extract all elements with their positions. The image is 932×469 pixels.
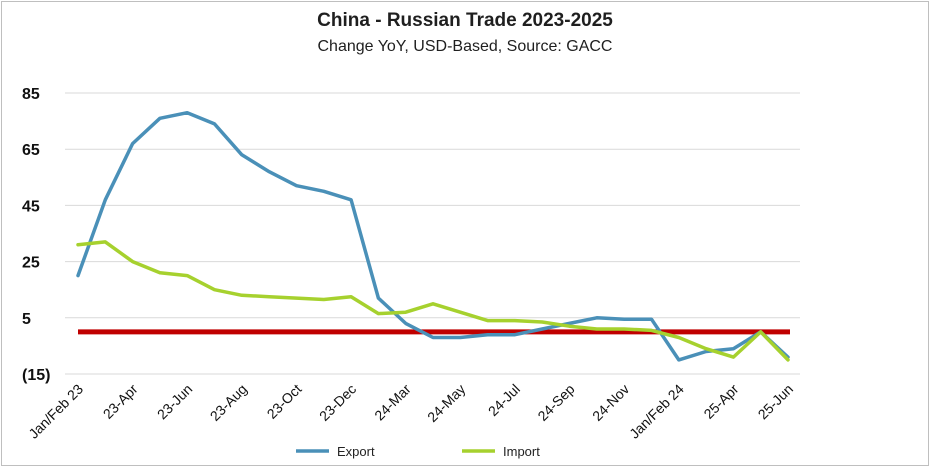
legend-label-export: Export bbox=[337, 444, 375, 459]
y-tick-label: 65 bbox=[22, 142, 40, 159]
x-tick-label: 24-Jul bbox=[485, 381, 523, 419]
x-tick-label: Jan/Feb 23 bbox=[25, 381, 86, 442]
x-tick-label: 23-Aug bbox=[207, 381, 250, 424]
x-tick-label: 24-May bbox=[424, 381, 468, 425]
x-tick-label: 25-Jun bbox=[755, 381, 797, 423]
x-tick-label: 23-Oct bbox=[264, 381, 305, 422]
series-line-export bbox=[76, 110, 790, 362]
chart-title: China - Russian Trade 2023-2025 bbox=[317, 10, 613, 31]
series-line-import bbox=[76, 240, 790, 362]
x-tick-label: 25-Apr bbox=[700, 381, 741, 422]
x-axis-ticks: Jan/Feb 23 23-Apr 23-Jun 23-Aug 23-Oct 23-Dec… bbox=[25, 381, 796, 442]
x-tick-label: 23-Dec bbox=[316, 381, 359, 424]
y-tick-label: (15) bbox=[22, 367, 50, 384]
x-tick-label: 24-Mar bbox=[371, 381, 414, 424]
legend-label-import: Import bbox=[503, 444, 540, 459]
x-tick-label: 24-Sep bbox=[534, 381, 577, 424]
series-group bbox=[76, 110, 790, 362]
x-tick-label: 24-Nov bbox=[589, 381, 632, 424]
y-tick-label: 5 bbox=[22, 311, 31, 328]
y-axis-ticks: 85 65 45 25 5 (15) bbox=[22, 86, 50, 384]
y-tick-label: 25 bbox=[22, 255, 40, 272]
chart-subtitle: Change YoY, USD-Based, Source: GACC bbox=[317, 38, 613, 55]
y-tick-label: 45 bbox=[22, 198, 40, 215]
x-tick-label: Jan/Feb 24 bbox=[626, 381, 687, 442]
y-tick-label: 85 bbox=[22, 86, 40, 103]
x-tick-label: 23-Jun bbox=[154, 381, 196, 423]
legend: Export Import bbox=[296, 444, 540, 459]
x-tick-label: 23-Apr bbox=[100, 381, 141, 422]
gridlines bbox=[65, 92, 800, 375]
